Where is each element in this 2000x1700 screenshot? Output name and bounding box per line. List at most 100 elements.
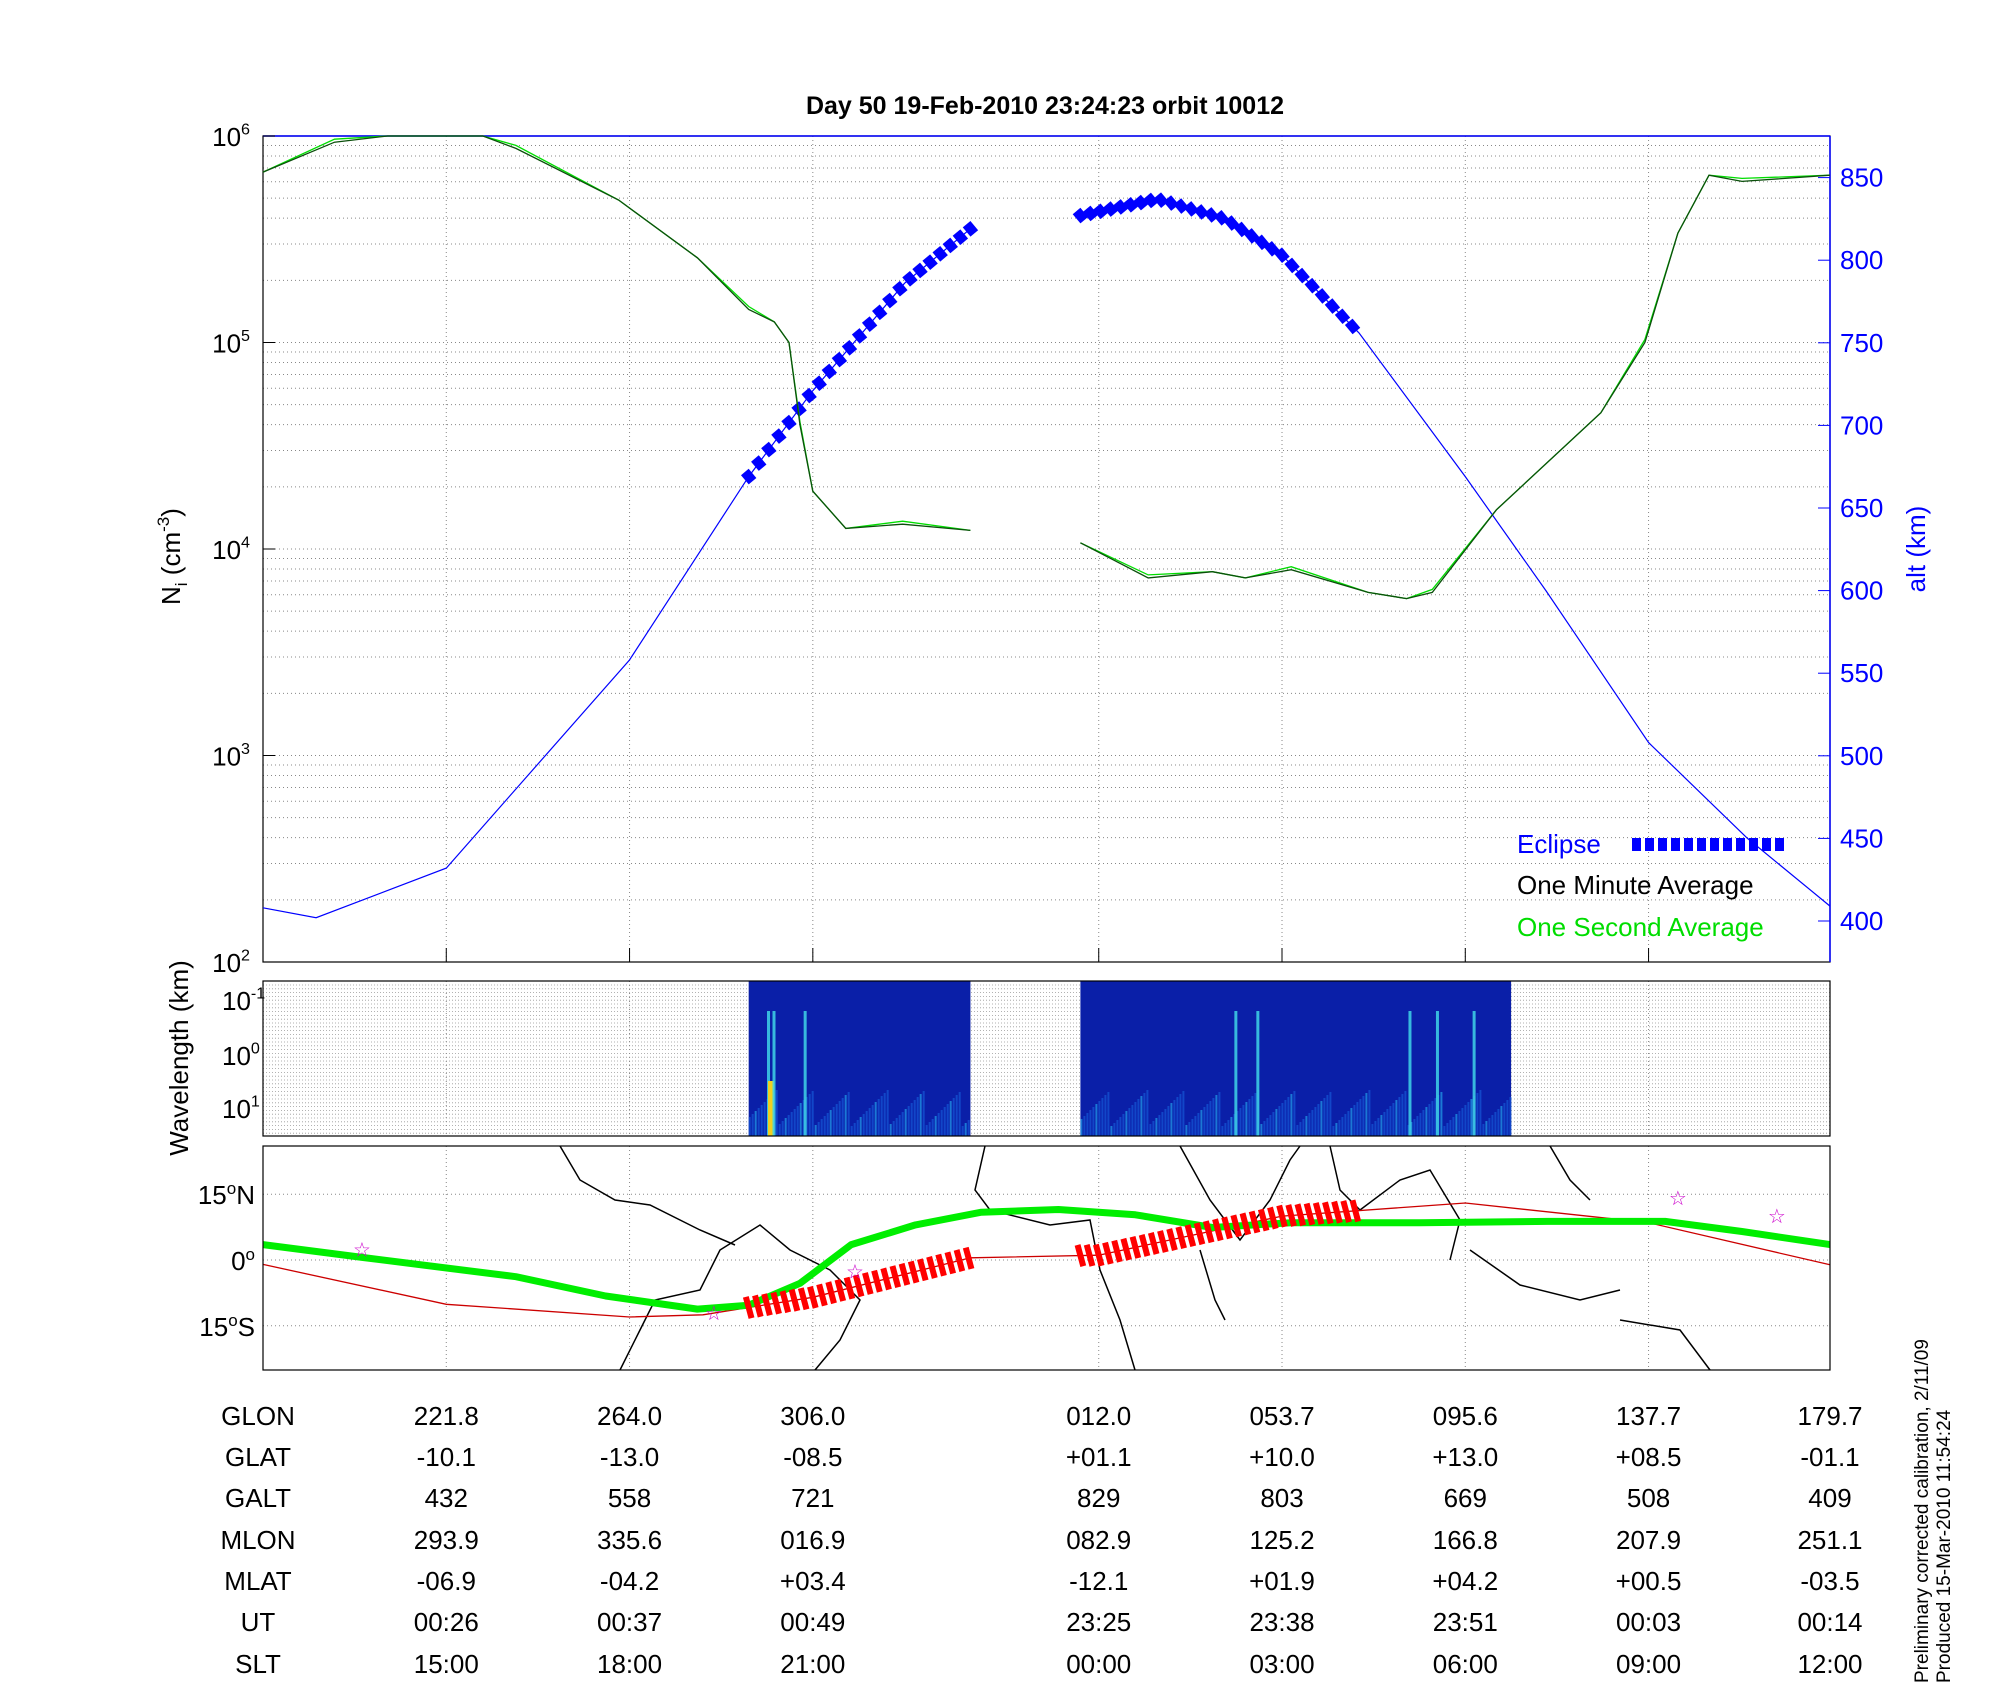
- spectrogram-texture: [1434, 1098, 1437, 1136]
- map-y-tick-label: 0o: [231, 1245, 255, 1276]
- eclipse-track-marker: [917, 1258, 929, 1282]
- eclipse-track-marker: [935, 1253, 947, 1277]
- spectrogram-texture: [1368, 1090, 1371, 1136]
- spectrogram-texture: [1197, 1113, 1200, 1136]
- footer-calibration: Preliminary corrected calibration, 2/11/…: [1912, 1339, 1933, 1683]
- legend-eclipse-label: Eclipse: [1517, 829, 1601, 859]
- spectrogram-y-tick-label: 100: [222, 1039, 260, 1071]
- spectrogram-texture: [1365, 1093, 1368, 1136]
- table-cell: 166.8: [1433, 1525, 1498, 1555]
- spectrogram-texture: [850, 1126, 853, 1136]
- spectrogram-texture: [1425, 1107, 1428, 1136]
- chart-title: Day 50 19-Feb-2010 23:24:23 orbit 10012: [806, 92, 1284, 120]
- spectrogram-texture: [1227, 1120, 1230, 1136]
- spectrogram-streak: [1472, 1011, 1476, 1136]
- table-cell: 409: [1808, 1483, 1851, 1513]
- spectrogram-texture: [1497, 1109, 1500, 1136]
- spectrogram-texture: [874, 1102, 877, 1136]
- eclipse-track-marker: [1294, 1203, 1307, 1227]
- spectrogram-texture: [901, 1112, 904, 1136]
- eclipse-marker: [751, 455, 767, 471]
- eclipse-marker: [781, 414, 797, 431]
- spectrogram-texture: [1200, 1110, 1203, 1136]
- spectrogram-texture: [1119, 1117, 1122, 1136]
- table-row-glon: GLON 221.8 264.0 306.0 012.0 053.7 095.6 137.7 1…: [221, 1401, 1862, 1431]
- eclipse-marker: [1193, 204, 1210, 220]
- spectrogram-texture: [790, 1112, 793, 1136]
- eclipse-track-marker: [1230, 1214, 1242, 1238]
- spectrogram-texture: [1260, 1124, 1263, 1136]
- spectrogram-texture: [1377, 1118, 1380, 1136]
- eclipse-track-marker: [1074, 1244, 1087, 1267]
- spectrogram-texture: [1296, 1125, 1299, 1136]
- eclipse-track-marker: [1092, 1243, 1105, 1267]
- spectrogram-texture: [1347, 1111, 1350, 1136]
- spectrogram-texture: [1320, 1101, 1323, 1136]
- table-cell: 18:00: [597, 1649, 662, 1679]
- spectrogram-texture: [1158, 1115, 1161, 1136]
- spectrogram-texture: [1194, 1116, 1197, 1136]
- spectrogram-texture: [1305, 1116, 1308, 1136]
- spectrogram-texture: [799, 1103, 802, 1136]
- spectrogram-texture: [1455, 1114, 1458, 1136]
- spectrogram-texture: [1164, 1109, 1167, 1136]
- spectrogram-texture: [1299, 1122, 1302, 1136]
- spectrogram-texture: [832, 1107, 835, 1136]
- spectrogram-texture: [1290, 1094, 1293, 1136]
- spectrogram-texture: [1173, 1100, 1176, 1136]
- spectrogram-texture: [1317, 1104, 1320, 1136]
- spectrogram-texture: [1374, 1121, 1377, 1136]
- spectrogram-texture: [1332, 1126, 1335, 1136]
- spectrogram-texture: [820, 1119, 823, 1136]
- eclipse-marker: [892, 280, 908, 297]
- table-cell: -06.9: [417, 1566, 476, 1596]
- spectrogram-texture: [1182, 1091, 1185, 1136]
- spectrogram-texture: [1419, 1113, 1422, 1136]
- spectrogram-texture: [1470, 1099, 1473, 1136]
- eclipse-marker: [1294, 267, 1310, 284]
- spectrogram-texture: [847, 1092, 850, 1136]
- spectrogram-texture: [1281, 1103, 1284, 1136]
- table-cell: 00:37: [597, 1607, 662, 1637]
- spectrogram-texture: [886, 1090, 889, 1136]
- table-row-galt: GALT 432 558 721 829 803 669 508 409: [225, 1483, 1852, 1513]
- eclipse-track-marker: [742, 1296, 755, 1319]
- eclipse-track-marker: [1285, 1204, 1297, 1227]
- eclipse-marker: [1183, 201, 1199, 217]
- spectrogram-texture: [1440, 1092, 1443, 1136]
- spectrogram-texture: [955, 1095, 958, 1136]
- legend-eclipse-marker: [1671, 838, 1680, 851]
- spectrogram-texture: [910, 1103, 913, 1136]
- table-cell: 12:00: [1797, 1649, 1862, 1679]
- y2-tick-label: 400: [1840, 906, 1883, 936]
- eclipse-marker: [872, 304, 888, 321]
- spectrogram-texture: [811, 1091, 814, 1136]
- eclipse-track-marker: [926, 1256, 938, 1279]
- spectrogram-texture: [862, 1114, 865, 1136]
- spectrogram-texture: [958, 1092, 961, 1136]
- eclipse-marker: [1163, 195, 1179, 211]
- table-cell: 335.6: [597, 1525, 662, 1555]
- spectrogram-texture: [1338, 1120, 1341, 1136]
- map-y-tick-label: 15oS: [199, 1311, 255, 1342]
- eclipse-track-marker: [1129, 1235, 1142, 1259]
- eclipse-marker: [1092, 203, 1109, 220]
- table-cell: -12.1: [1069, 1566, 1128, 1596]
- spectrogram-texture: [931, 1119, 934, 1136]
- one-second-average-line: [1080, 174, 1831, 600]
- eclipse-marker: [1344, 318, 1361, 335]
- spectrogram-texture: [841, 1098, 844, 1136]
- spectrogram-texture: [1080, 1119, 1083, 1136]
- y2-tick-label: 500: [1840, 741, 1883, 771]
- spectrogram-texture: [754, 1111, 757, 1136]
- spectrogram-texture: [898, 1115, 901, 1136]
- legend-minute-label: One Minute Average: [1517, 870, 1754, 900]
- spectrogram-texture: [1404, 1091, 1407, 1136]
- eclipse-track-marker: [898, 1262, 911, 1286]
- eclipse-track-marker: [1184, 1224, 1197, 1248]
- spectrogram-texture: [1242, 1105, 1245, 1136]
- spectrogram-texture: [1134, 1102, 1137, 1136]
- table-row-mlat: MLAT -06.9 -04.2 +03.4 -12.1 +01.9 +04.2 +00.5 -…: [224, 1566, 1859, 1596]
- spectrogram-texture: [1389, 1106, 1392, 1136]
